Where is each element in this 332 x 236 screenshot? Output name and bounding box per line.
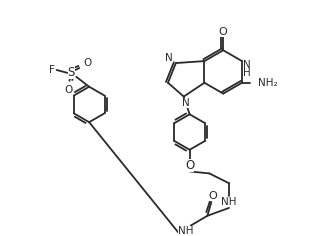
Text: F: F: [49, 65, 55, 75]
Text: H: H: [243, 68, 251, 78]
Text: N: N: [243, 60, 251, 70]
Text: O: O: [83, 58, 91, 68]
Text: O: O: [185, 159, 194, 172]
Text: O: O: [219, 26, 227, 37]
Text: N: N: [182, 98, 190, 109]
Text: O: O: [64, 85, 73, 95]
Text: S: S: [68, 66, 75, 80]
Text: NH₂: NH₂: [258, 78, 277, 88]
Text: NH: NH: [178, 226, 194, 236]
Text: O: O: [208, 191, 217, 201]
Text: N: N: [165, 53, 173, 63]
Text: NH: NH: [221, 197, 237, 207]
